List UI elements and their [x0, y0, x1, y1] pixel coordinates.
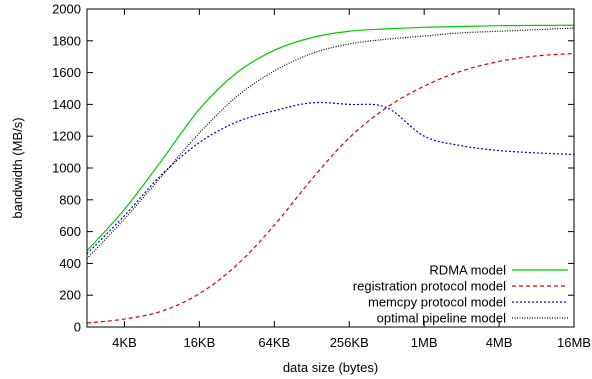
x-tick-label: 1MB [411, 335, 438, 350]
y-tick-label: 1800 [52, 33, 81, 48]
y-axis-label: bandwidth (MB/s) [10, 117, 25, 218]
x-axis-label: data size (bytes) [283, 360, 378, 375]
y-tick-label: 0 [74, 320, 81, 335]
y-tick-label: 200 [59, 288, 81, 303]
x-axis-ticks: 4KB 16KB 64KB 256KB 1MB 4MB 16MB [112, 9, 591, 350]
legend-label: registration protocol model [353, 279, 506, 294]
x-tick-label: 256KB [330, 335, 369, 350]
y-tick-label: 1400 [52, 97, 81, 112]
y-axis-ticks: 0 200 400 600 800 1000 1200 1400 1600 1800 2000 [52, 2, 574, 335]
x-tick-label: 16KB [183, 335, 215, 350]
series-line-registration-protocol-model [86, 52, 575, 324]
series-lines [86, 24, 575, 324]
legend-label: optimal pipeline model [377, 311, 506, 326]
x-tick-label: 4MB [486, 335, 513, 350]
y-tick-label: 2000 [52, 2, 81, 17]
y-tick-label: 1200 [52, 129, 81, 144]
series-line-rdma-model [86, 24, 575, 252]
x-tick-label: 4KB [112, 335, 137, 350]
y-tick-label: 1600 [52, 65, 81, 80]
x-tick-label: 16MB [557, 335, 591, 350]
plot-frame [86, 8, 575, 328]
y-tick-label: 1000 [52, 161, 81, 176]
series-line-memcpy-protocol-model [86, 101, 575, 255]
y-tick-label: 600 [59, 224, 81, 239]
y-tick-label: 400 [59, 256, 81, 271]
legend-label: RDMA model [429, 263, 506, 278]
series-line-optimal-pipeline-model [86, 27, 575, 260]
legend-label: memcpy protocol model [368, 295, 506, 310]
y-tick-label: 800 [59, 192, 81, 207]
x-tick-label: 64KB [258, 335, 290, 350]
